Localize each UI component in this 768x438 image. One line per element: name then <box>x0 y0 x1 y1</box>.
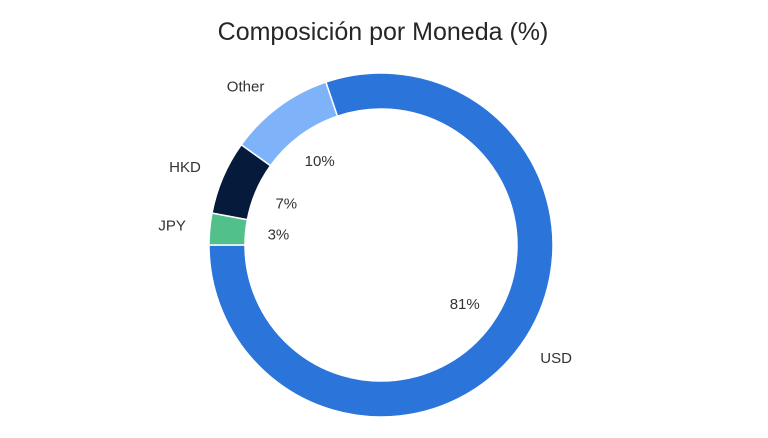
labels-group: 81% USD 10% Other 7% HKD 3% JPY <box>158 78 572 367</box>
percent-label-hkd: 7% <box>275 195 297 212</box>
slice-usd <box>208 72 554 418</box>
slices-group <box>208 72 554 418</box>
percent-label-jpy: 3% <box>268 226 290 243</box>
category-label-other: Other <box>227 78 265 95</box>
category-label-jpy: JPY <box>158 218 186 235</box>
category-label-usd: USD <box>540 350 572 367</box>
category-label-hkd: HKD <box>169 159 201 176</box>
chart-title: Composición por Moneda (%) <box>218 18 549 46</box>
percent-label-other: 10% <box>305 153 335 170</box>
percent-label-usd: 81% <box>450 296 480 313</box>
slice-jpy <box>208 212 249 246</box>
